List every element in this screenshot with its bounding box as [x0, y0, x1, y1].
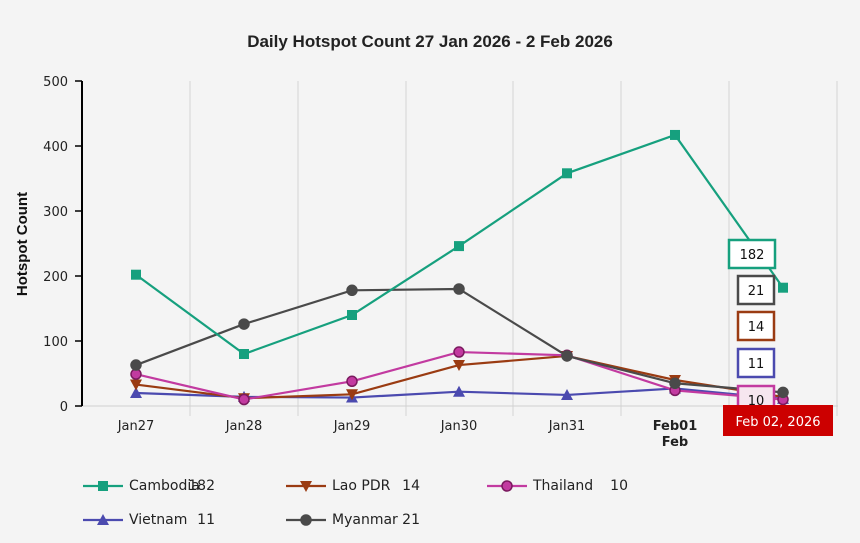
- x-tick-label: Jan28: [225, 419, 263, 434]
- legend-label: Vietnam: [129, 512, 188, 528]
- legend-marker-triangle-up-icon: [83, 514, 123, 525]
- x-tick-label: Jan29: [333, 419, 371, 434]
- legend-item-lao-pdr[interactable]: Lao PDR: [286, 478, 390, 494]
- data-point-vietnam: [130, 387, 142, 398]
- data-point-myanmar: [130, 359, 142, 371]
- series-vietnam: [130, 382, 789, 404]
- y-tick-label: 500: [43, 75, 68, 90]
- series-line-myanmar: [135, 287, 784, 394]
- y-tick-label: 400: [43, 140, 68, 155]
- tooltip-value: 182: [740, 248, 765, 263]
- data-point-myanmar: [777, 386, 789, 399]
- data-point-lao-pdr: [346, 389, 358, 401]
- data-point-myanmar: [346, 284, 358, 297]
- y-tick-label: 0: [60, 400, 68, 415]
- legend-item-myanmar[interactable]: Myanmar: [286, 512, 398, 528]
- legend-marker-circle-icon: [487, 480, 527, 492]
- legend-item-vietnam[interactable]: Vietnam: [83, 512, 187, 528]
- x-tick-label: Jan27: [117, 419, 155, 434]
- data-point-cambodia: [670, 129, 680, 140]
- chart-plot-area: 0 100 200 300 400 500 Hotspot Count Jan27 Jan28 J…: [14, 75, 838, 450]
- legend-label: Myanmar: [332, 512, 398, 528]
- x-tick-label: Jan30: [440, 419, 478, 434]
- legend-marker: [98, 481, 108, 491]
- x-tick-label: Feb01: [653, 419, 698, 434]
- data-point-lao-pdr: [130, 379, 142, 391]
- tooltip-value: 21: [748, 284, 765, 299]
- tooltip-entry-lao-pdr: 14: [736, 310, 776, 342]
- data-point-myanmar: [561, 350, 573, 362]
- data-point-thailand: [453, 346, 465, 358]
- series-myanmar: [130, 283, 789, 399]
- tooltip-entry-cambodia: 182: [727, 238, 777, 270]
- legend-label: Thailand: [533, 478, 594, 494]
- date-tooltip-label: Feb 02, 2026: [735, 415, 820, 430]
- data-point-cambodia: [778, 282, 788, 293]
- tooltip-entry-myanmar: 21: [736, 274, 776, 306]
- data-point-cambodia: [239, 349, 249, 359]
- legend-value-myanmar: 21: [402, 512, 420, 528]
- tooltip-box: [736, 347, 776, 379]
- data-point-cambodia: [131, 269, 141, 280]
- legend-item-thailand[interactable]: Thailand: [487, 478, 593, 494]
- legend-marker-square-icon: [83, 481, 123, 491]
- tooltip-entry-vietnam: 11: [736, 347, 776, 379]
- data-point-cambodia: [347, 310, 357, 320]
- tooltip-box: [736, 310, 776, 342]
- legend-value-thailand: 10: [610, 478, 628, 494]
- legend-value-cambodia: 182: [188, 478, 215, 494]
- data-point-thailand: [346, 375, 358, 388]
- data-point-myanmar: [453, 283, 465, 295]
- tooltip-box: [727, 238, 777, 270]
- date-tooltip-box: [723, 405, 833, 436]
- data-point-myanmar: [238, 318, 250, 330]
- data-point-cambodia: [562, 168, 572, 179]
- x-tick-sublabel: Feb: [662, 435, 688, 450]
- legend-marker: [97, 514, 109, 525]
- legend-marker: [501, 480, 513, 492]
- legend-marker-circle-icon: [286, 514, 326, 526]
- data-point-vietnam: [561, 388, 573, 400]
- legend-marker: [300, 514, 312, 526]
- y-tick-label: 100: [43, 335, 68, 350]
- legend-marker: [300, 481, 312, 492]
- legend-label: Cambodia: [129, 478, 200, 494]
- data-point-cambodia: [454, 241, 464, 252]
- legend-value-lao-pdr: 14: [402, 478, 420, 494]
- data-point-lao-pdr: [453, 360, 465, 372]
- y-tick-label: 300: [43, 205, 68, 220]
- legend-item-cambodia[interactable]: Cambodia: [83, 478, 200, 494]
- legend-label: Lao PDR: [332, 478, 391, 494]
- chart-title: Daily Hotspot Count 27 Jan 2026 - 2 Feb …: [247, 32, 613, 51]
- data-point-thailand: [238, 393, 250, 406]
- tooltip-box: [736, 274, 776, 306]
- tooltip-value: 14: [748, 320, 765, 335]
- tooltip-value: 11: [748, 357, 765, 372]
- series-cambodia: [131, 129, 788, 359]
- x-tick-label: Jan31: [548, 419, 586, 434]
- data-point-vietnam: [453, 385, 465, 397]
- legend-value-vietnam: 11: [197, 512, 215, 528]
- y-tick-label: 200: [43, 270, 68, 285]
- data-point-myanmar: [669, 377, 681, 389]
- y-axis-title: Hotspot Count: [14, 192, 31, 296]
- legend: Cambodia 182 Lao PDR 14 Thailand 10 Vietnam 11 M…: [0, 470, 860, 540]
- legend-marker-triangle-down-icon: [286, 481, 326, 492]
- date-tooltip: Feb 02, 2026: [723, 405, 833, 436]
